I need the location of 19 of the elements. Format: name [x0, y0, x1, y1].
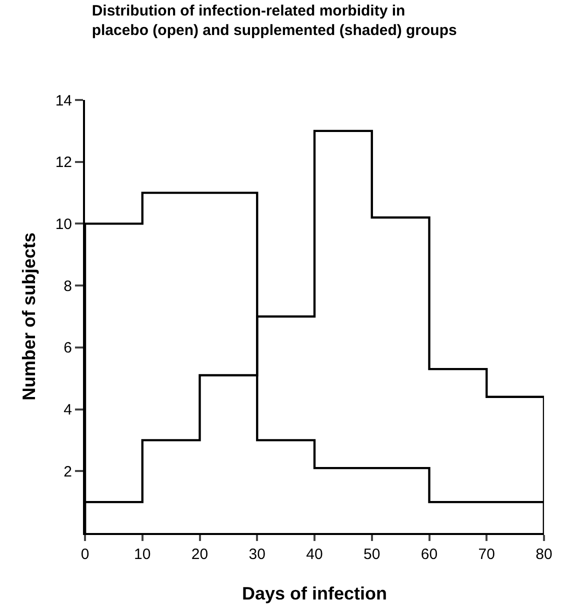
y-axis-title: Number of subjects: [19, 232, 40, 401]
y-tick-label: 6: [64, 340, 72, 357]
x-tick-label: 30: [248, 546, 266, 563]
y-tick-label: 2: [64, 463, 72, 480]
x-tick-label: 80: [536, 546, 552, 563]
x-tick-label: 20: [191, 546, 208, 563]
x-axis-title: Days of infection: [242, 584, 388, 604]
x-tick-label: 0: [80, 546, 90, 563]
x-tick-label: 10: [134, 546, 151, 563]
chart-title: Distribution of infection-related morbidity in placebo (open) and supplemented (shaded) groups: [92, 2, 457, 39]
x-tick-label: 50: [364, 546, 380, 563]
y-tick-label: 10: [55, 216, 72, 233]
y-tick-label: 14: [55, 92, 72, 110]
x-tick-label: 70: [478, 546, 495, 563]
y-tick-label: 8: [64, 278, 72, 295]
y-tick-label: 12: [55, 154, 72, 172]
x-tick-label: 40: [306, 546, 323, 563]
x-tick-label: 60: [420, 546, 438, 563]
y-tick-label: 4: [64, 402, 72, 419]
